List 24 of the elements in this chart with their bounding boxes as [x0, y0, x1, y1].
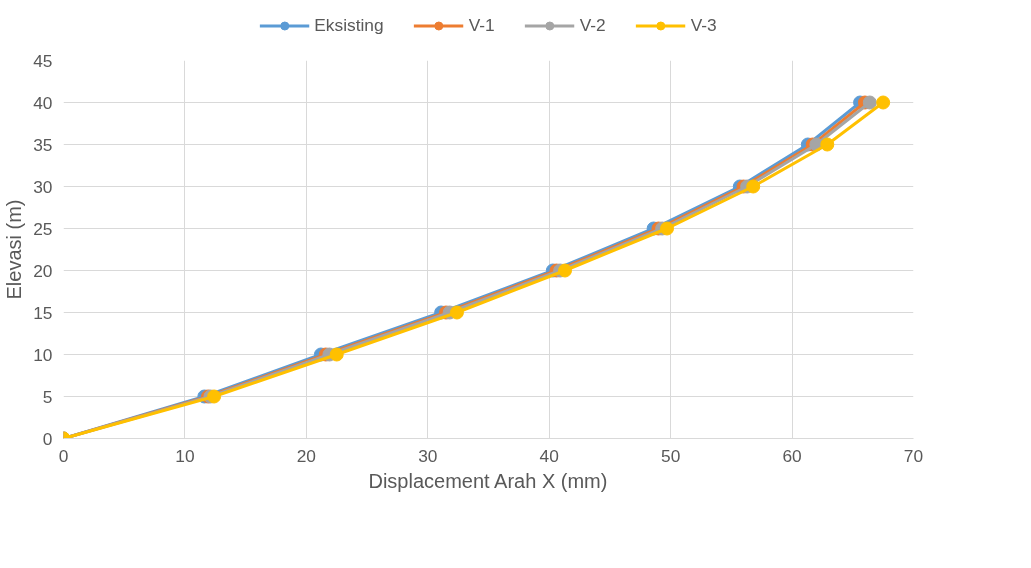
y-tick-label: 10	[33, 344, 53, 365]
x-tick-label: 40	[539, 445, 559, 466]
legend-label: V-3	[690, 14, 717, 36]
legend-label: V-2	[579, 14, 606, 36]
y-tick-label: 40	[33, 92, 53, 113]
x-tick-label: 0	[58, 445, 69, 466]
x-tick-label: 30	[418, 445, 438, 466]
y-tick-label: 0	[42, 428, 53, 449]
x-tick-label: 60	[782, 445, 802, 466]
x-axis-title: Displacement Arah X (mm)	[368, 469, 608, 492]
y-tick-label: 15	[33, 302, 53, 323]
y-tick-label: 20	[33, 260, 53, 281]
y-tick-label: 5	[42, 386, 53, 407]
y-tick-label: 35	[33, 134, 53, 155]
legend-label: V-1	[468, 14, 495, 36]
y-axis-title: Elevasi (m)	[3, 199, 26, 300]
x-tick-label: 50	[661, 445, 681, 466]
y-tick-label: 30	[33, 176, 53, 197]
y-tick-label: 25	[33, 218, 53, 239]
legend-label: Eksisting	[314, 14, 384, 36]
x-tick-label: 70	[903, 445, 924, 466]
x-tick-label: 10	[175, 445, 195, 466]
y-tick-label: 45	[33, 50, 53, 71]
x-tick-label: 20	[296, 445, 316, 466]
